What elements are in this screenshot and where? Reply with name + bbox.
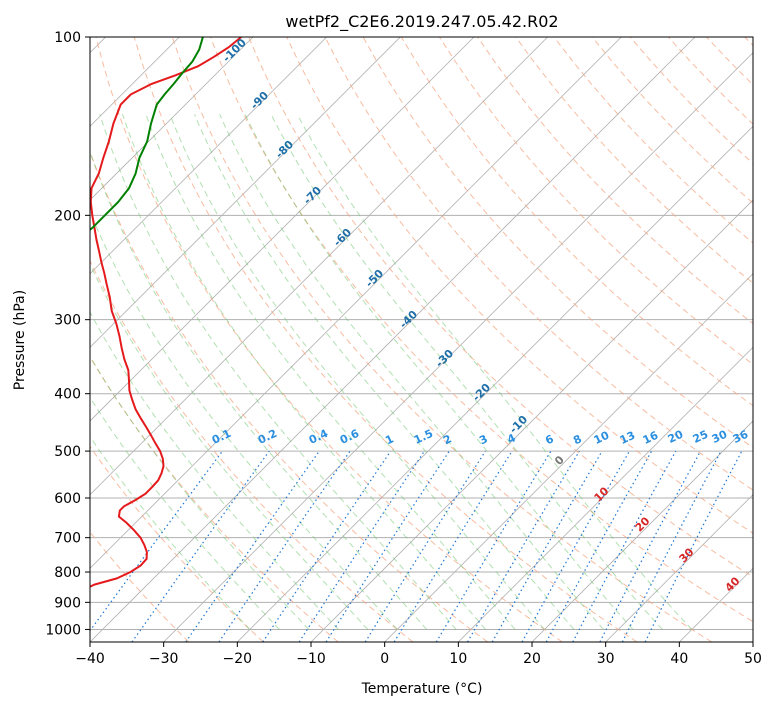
dry-adiabat (324, 37, 753, 491)
x-tick-label: −20 (223, 651, 253, 667)
mixing-ratio-label: 10 (592, 429, 612, 447)
isotherm-line (90, 37, 475, 422)
moist-adiabat (90, 355, 310, 630)
y-tick-label: 500 (54, 444, 81, 460)
x-tick-label: 10 (449, 651, 467, 667)
chart-title: wetPf2_C2E6.2019.247.05.42.R02 (285, 12, 558, 32)
isotherm-line (90, 37, 254, 201)
isotherm-line (90, 37, 548, 496)
moist-adiabat (244, 113, 634, 630)
mixing-ratio-line (466, 450, 580, 642)
mixing-ratio-label: 30 (710, 428, 730, 446)
isotherm-line (163, 52, 753, 642)
x-tick-label: −40 (75, 651, 105, 667)
x-tick-label: −10 (296, 651, 326, 667)
temperature-profile (90, 37, 242, 588)
isotherm-line (237, 125, 753, 642)
dry-adiabat (248, 37, 753, 578)
moist-adiabat (121, 114, 486, 630)
x-tick-label: 50 (744, 651, 762, 667)
mixing-ratio-line (572, 450, 677, 642)
profile-series (90, 37, 242, 588)
mixing-ratio-line (185, 450, 320, 642)
dry-adiabat (286, 37, 753, 534)
mixing-ratio-label: 13 (618, 429, 637, 447)
plot-frame (89, 36, 754, 643)
dry-adiabat (90, 259, 414, 642)
dry-adiabat (171, 37, 712, 642)
mixing-ratio-line (218, 450, 351, 642)
y-tick-label: 1000 (45, 622, 81, 638)
isotherm-line (90, 37, 622, 569)
y-tick-label: 800 (54, 565, 81, 581)
plot-area: -100-90-80-70-60-50-40-30-20-10010203040… (90, 37, 753, 642)
y-axis: 100 200 300 400 500 600 700 800 900 1000 (45, 30, 90, 638)
x-axis: −40 −30 −20 −10 0 10 20 30 40 50 (75, 642, 762, 667)
mixing-ratio-line (599, 450, 702, 642)
mixing-ratio-label: 16 (641, 429, 661, 447)
mixing-ratio-line (262, 450, 392, 642)
y-tick-label: 600 (54, 491, 81, 507)
y-tick-label: 200 (54, 208, 81, 224)
y-tick-label: 900 (54, 595, 81, 611)
isotherm-line (531, 420, 753, 642)
moist-adiabat (90, 263, 369, 630)
mixing-ratio-lines (90, 450, 743, 642)
moist-adiabat (99, 114, 457, 630)
isotherm-line (384, 273, 753, 642)
background-grid (90, 37, 753, 642)
x-tick-label: 30 (597, 651, 615, 667)
isotherm-line (90, 37, 327, 275)
moist-adiabat (219, 113, 604, 630)
dry-adiabat (210, 37, 753, 623)
moist-adiabat (145, 114, 516, 630)
moist-adiabat (194, 114, 575, 630)
isotherm-line (90, 37, 401, 348)
moist-adiabat (90, 210, 398, 630)
mixing-ratio-line (435, 450, 552, 642)
mixing-ratio-line (131, 450, 270, 642)
dry-adiabat (515, 37, 753, 284)
isotherm-line (605, 494, 753, 642)
moist-adiabat (90, 150, 428, 630)
y-tick-label: 700 (54, 531, 81, 547)
y-tick-label: 300 (54, 313, 81, 329)
x-tick-label: −30 (149, 651, 179, 667)
dry-adiabat (90, 445, 264, 642)
mixing-ratio-label: 20 (666, 428, 686, 446)
x-tick-label: 0 (380, 651, 389, 667)
y-axis-label: Pressure (hPa) (12, 290, 28, 390)
mixing-ratio-line (298, 450, 425, 642)
mixing-ratio-line (325, 450, 450, 642)
y-tick-label: 100 (54, 30, 81, 46)
mixing-ratio-line (393, 450, 513, 642)
mixing-ratio-label: 25 (691, 428, 710, 446)
y-tick-label: 400 (54, 387, 81, 403)
x-tick-label: 40 (670, 651, 688, 667)
x-axis-label: Temperature (°C) (361, 681, 483, 697)
dry-adiabat (95, 37, 563, 642)
moist-adiabat (90, 310, 339, 630)
dry-adiabat (133, 37, 638, 642)
moist-adiabat (169, 114, 545, 630)
moist-adiabat (90, 396, 280, 630)
mixing-ratio-label: 36 (731, 428, 751, 446)
x-tick-label: 20 (523, 651, 541, 667)
moist-adiabat (296, 113, 693, 630)
mixing-ratio-line (364, 450, 486, 642)
moist-adiabat (90, 435, 251, 630)
isotherm-line (90, 37, 696, 642)
